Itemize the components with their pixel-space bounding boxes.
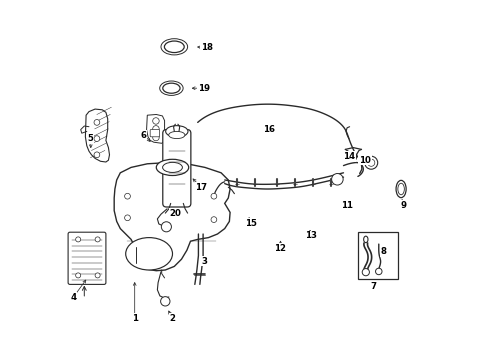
Circle shape — [94, 120, 100, 125]
Circle shape — [94, 152, 100, 158]
Circle shape — [367, 159, 374, 166]
Polygon shape — [146, 114, 165, 143]
FancyBboxPatch shape — [68, 232, 106, 284]
Text: 10: 10 — [358, 156, 370, 165]
Polygon shape — [85, 109, 109, 162]
Text: 11: 11 — [341, 201, 352, 210]
Circle shape — [161, 222, 171, 232]
Circle shape — [124, 193, 130, 199]
Ellipse shape — [164, 41, 184, 53]
Ellipse shape — [125, 238, 172, 270]
FancyBboxPatch shape — [163, 130, 190, 207]
Text: 1: 1 — [131, 314, 138, 323]
Circle shape — [76, 237, 81, 242]
Text: 13: 13 — [305, 231, 316, 240]
Text: 7: 7 — [369, 282, 376, 291]
Circle shape — [375, 268, 381, 275]
Text: 4: 4 — [70, 292, 77, 302]
Text: 8: 8 — [380, 248, 386, 256]
Ellipse shape — [163, 83, 180, 93]
Ellipse shape — [397, 183, 404, 195]
Circle shape — [76, 273, 81, 278]
Ellipse shape — [165, 126, 187, 137]
Circle shape — [211, 217, 216, 222]
Circle shape — [362, 269, 368, 276]
Text: 2: 2 — [169, 314, 175, 323]
Circle shape — [95, 237, 100, 242]
Text: 14: 14 — [342, 152, 354, 161]
Circle shape — [152, 118, 159, 124]
Ellipse shape — [156, 159, 188, 175]
Text: 18: 18 — [200, 43, 212, 52]
Polygon shape — [114, 163, 230, 271]
Ellipse shape — [168, 131, 184, 139]
Circle shape — [95, 273, 100, 278]
Ellipse shape — [395, 180, 406, 198]
Text: 6: 6 — [141, 130, 146, 139]
Bar — [357, 232, 397, 279]
Circle shape — [160, 297, 170, 306]
Text: 9: 9 — [400, 201, 406, 210]
Text: 19: 19 — [198, 84, 209, 93]
Text: 3: 3 — [201, 256, 207, 265]
Text: 17: 17 — [195, 183, 207, 192]
Circle shape — [152, 134, 159, 141]
Ellipse shape — [163, 162, 182, 172]
Circle shape — [364, 156, 377, 169]
FancyBboxPatch shape — [150, 130, 159, 137]
Circle shape — [124, 215, 130, 221]
Text: 12: 12 — [274, 244, 286, 253]
Text: 5: 5 — [88, 134, 94, 143]
Circle shape — [211, 193, 216, 199]
Text: 20: 20 — [169, 209, 181, 217]
Ellipse shape — [363, 236, 367, 243]
Ellipse shape — [161, 39, 187, 55]
Circle shape — [94, 136, 100, 141]
Ellipse shape — [160, 81, 183, 95]
Text: 16: 16 — [262, 125, 274, 134]
Circle shape — [152, 126, 159, 132]
Circle shape — [331, 174, 343, 185]
Text: 15: 15 — [244, 219, 256, 228]
